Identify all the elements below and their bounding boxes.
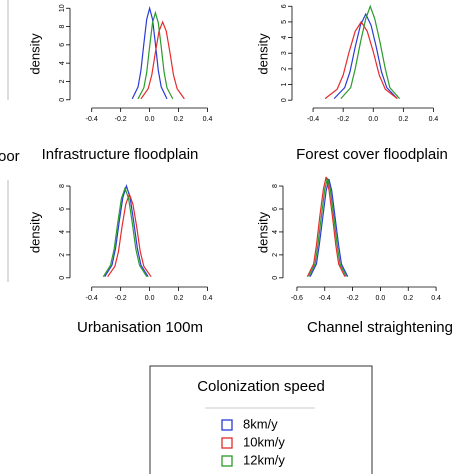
- x-tick-label: 0.0: [376, 295, 386, 302]
- y-tick-label: 3: [281, 51, 288, 55]
- x-tick-label: -0.4: [307, 116, 319, 123]
- x-tick-label: 0.2: [174, 116, 184, 123]
- x-axis-label: Channel straightening: [307, 319, 453, 336]
- density-line: [137, 10, 174, 100]
- x-tick-label: -0.2: [347, 295, 359, 302]
- x-tick-label: -0.4: [86, 295, 98, 302]
- density-line: [333, 12, 398, 100]
- legend-label: 12km/y: [243, 452, 285, 467]
- cropped-label: oor: [0, 148, 20, 165]
- density-line: [104, 184, 149, 277]
- density-line: [308, 177, 347, 277]
- density-line: [140, 20, 185, 100]
- x-tick-label: 0.0: [368, 116, 378, 123]
- x-tick-label: -0.2: [337, 116, 349, 123]
- y-tick-label: 0: [59, 98, 66, 102]
- legend-box: [149, 365, 373, 474]
- y-tick-label: 2: [59, 253, 66, 257]
- y-tick-label: 5: [281, 20, 288, 24]
- x-tick-label: 0.4: [429, 116, 439, 123]
- y-axis-label: density: [255, 211, 270, 253]
- legend-swatch: [221, 437, 233, 449]
- x-tick-label: -0.6: [291, 295, 303, 302]
- y-tick-label: 6: [59, 207, 66, 211]
- y-axis-label: density: [27, 33, 42, 75]
- x-tick-label: 0.4: [203, 295, 213, 302]
- x-axis-label: Urbanisation 100m: [77, 319, 203, 336]
- y-tick-label: 6: [59, 43, 66, 47]
- y-tick-label: 4: [59, 230, 66, 234]
- x-tick-label: 0.2: [403, 295, 413, 302]
- y-tick-label: 2: [281, 67, 288, 71]
- y-tick-label: 8: [59, 184, 66, 188]
- x-tick-label: 0.4: [431, 295, 441, 302]
- density-line: [324, 20, 398, 100]
- y-tick-label: 0: [59, 276, 66, 280]
- legend-label: 10km/y: [243, 434, 285, 449]
- x-tick-label: -0.4: [319, 295, 331, 302]
- y-axis-label: density: [255, 33, 270, 75]
- x-tick-label: 0.2: [174, 295, 184, 302]
- density-line: [131, 5, 168, 100]
- y-tick-label: 4: [59, 61, 66, 65]
- legend-swatch: [221, 455, 233, 467]
- x-tick-label: 0.0: [145, 116, 155, 123]
- legend-title: Colonization speed: [197, 378, 325, 395]
- density-line: [102, 186, 148, 277]
- density-line: [340, 4, 401, 100]
- x-tick-label: 0.0: [145, 295, 155, 302]
- y-tick-label: 8: [59, 24, 66, 28]
- y-tick-label: 4: [281, 36, 288, 40]
- y-axis-label: density: [27, 211, 42, 253]
- y-tick-label: 4: [272, 230, 279, 234]
- x-axis-label: Forest cover floodplain: [296, 146, 448, 163]
- x-axis-label: Infrastructure floodplain: [42, 146, 199, 163]
- y-tick-label: 1: [281, 82, 288, 86]
- density-line: [309, 179, 349, 277]
- x-tick-label: -0.2: [115, 295, 127, 302]
- legend-swatch: [221, 419, 233, 431]
- y-tick-label: 10: [59, 4, 66, 12]
- y-tick-label: 6: [272, 207, 279, 211]
- x-tick-label: -0.2: [115, 116, 127, 123]
- y-tick-label: 0: [281, 98, 288, 102]
- x-tick-label: 0.4: [203, 116, 213, 123]
- y-tick-label: 6: [281, 4, 288, 8]
- density-line: [306, 176, 346, 277]
- x-tick-label: -0.4: [86, 116, 98, 123]
- legend-label: 8km/y: [243, 416, 278, 431]
- y-tick-label: 2: [59, 79, 66, 83]
- x-tick-label: 0.2: [398, 116, 408, 123]
- y-tick-label: 2: [272, 253, 279, 257]
- y-tick-label: 8: [272, 184, 279, 188]
- y-tick-label: 0: [272, 276, 279, 280]
- density-line: [107, 192, 152, 278]
